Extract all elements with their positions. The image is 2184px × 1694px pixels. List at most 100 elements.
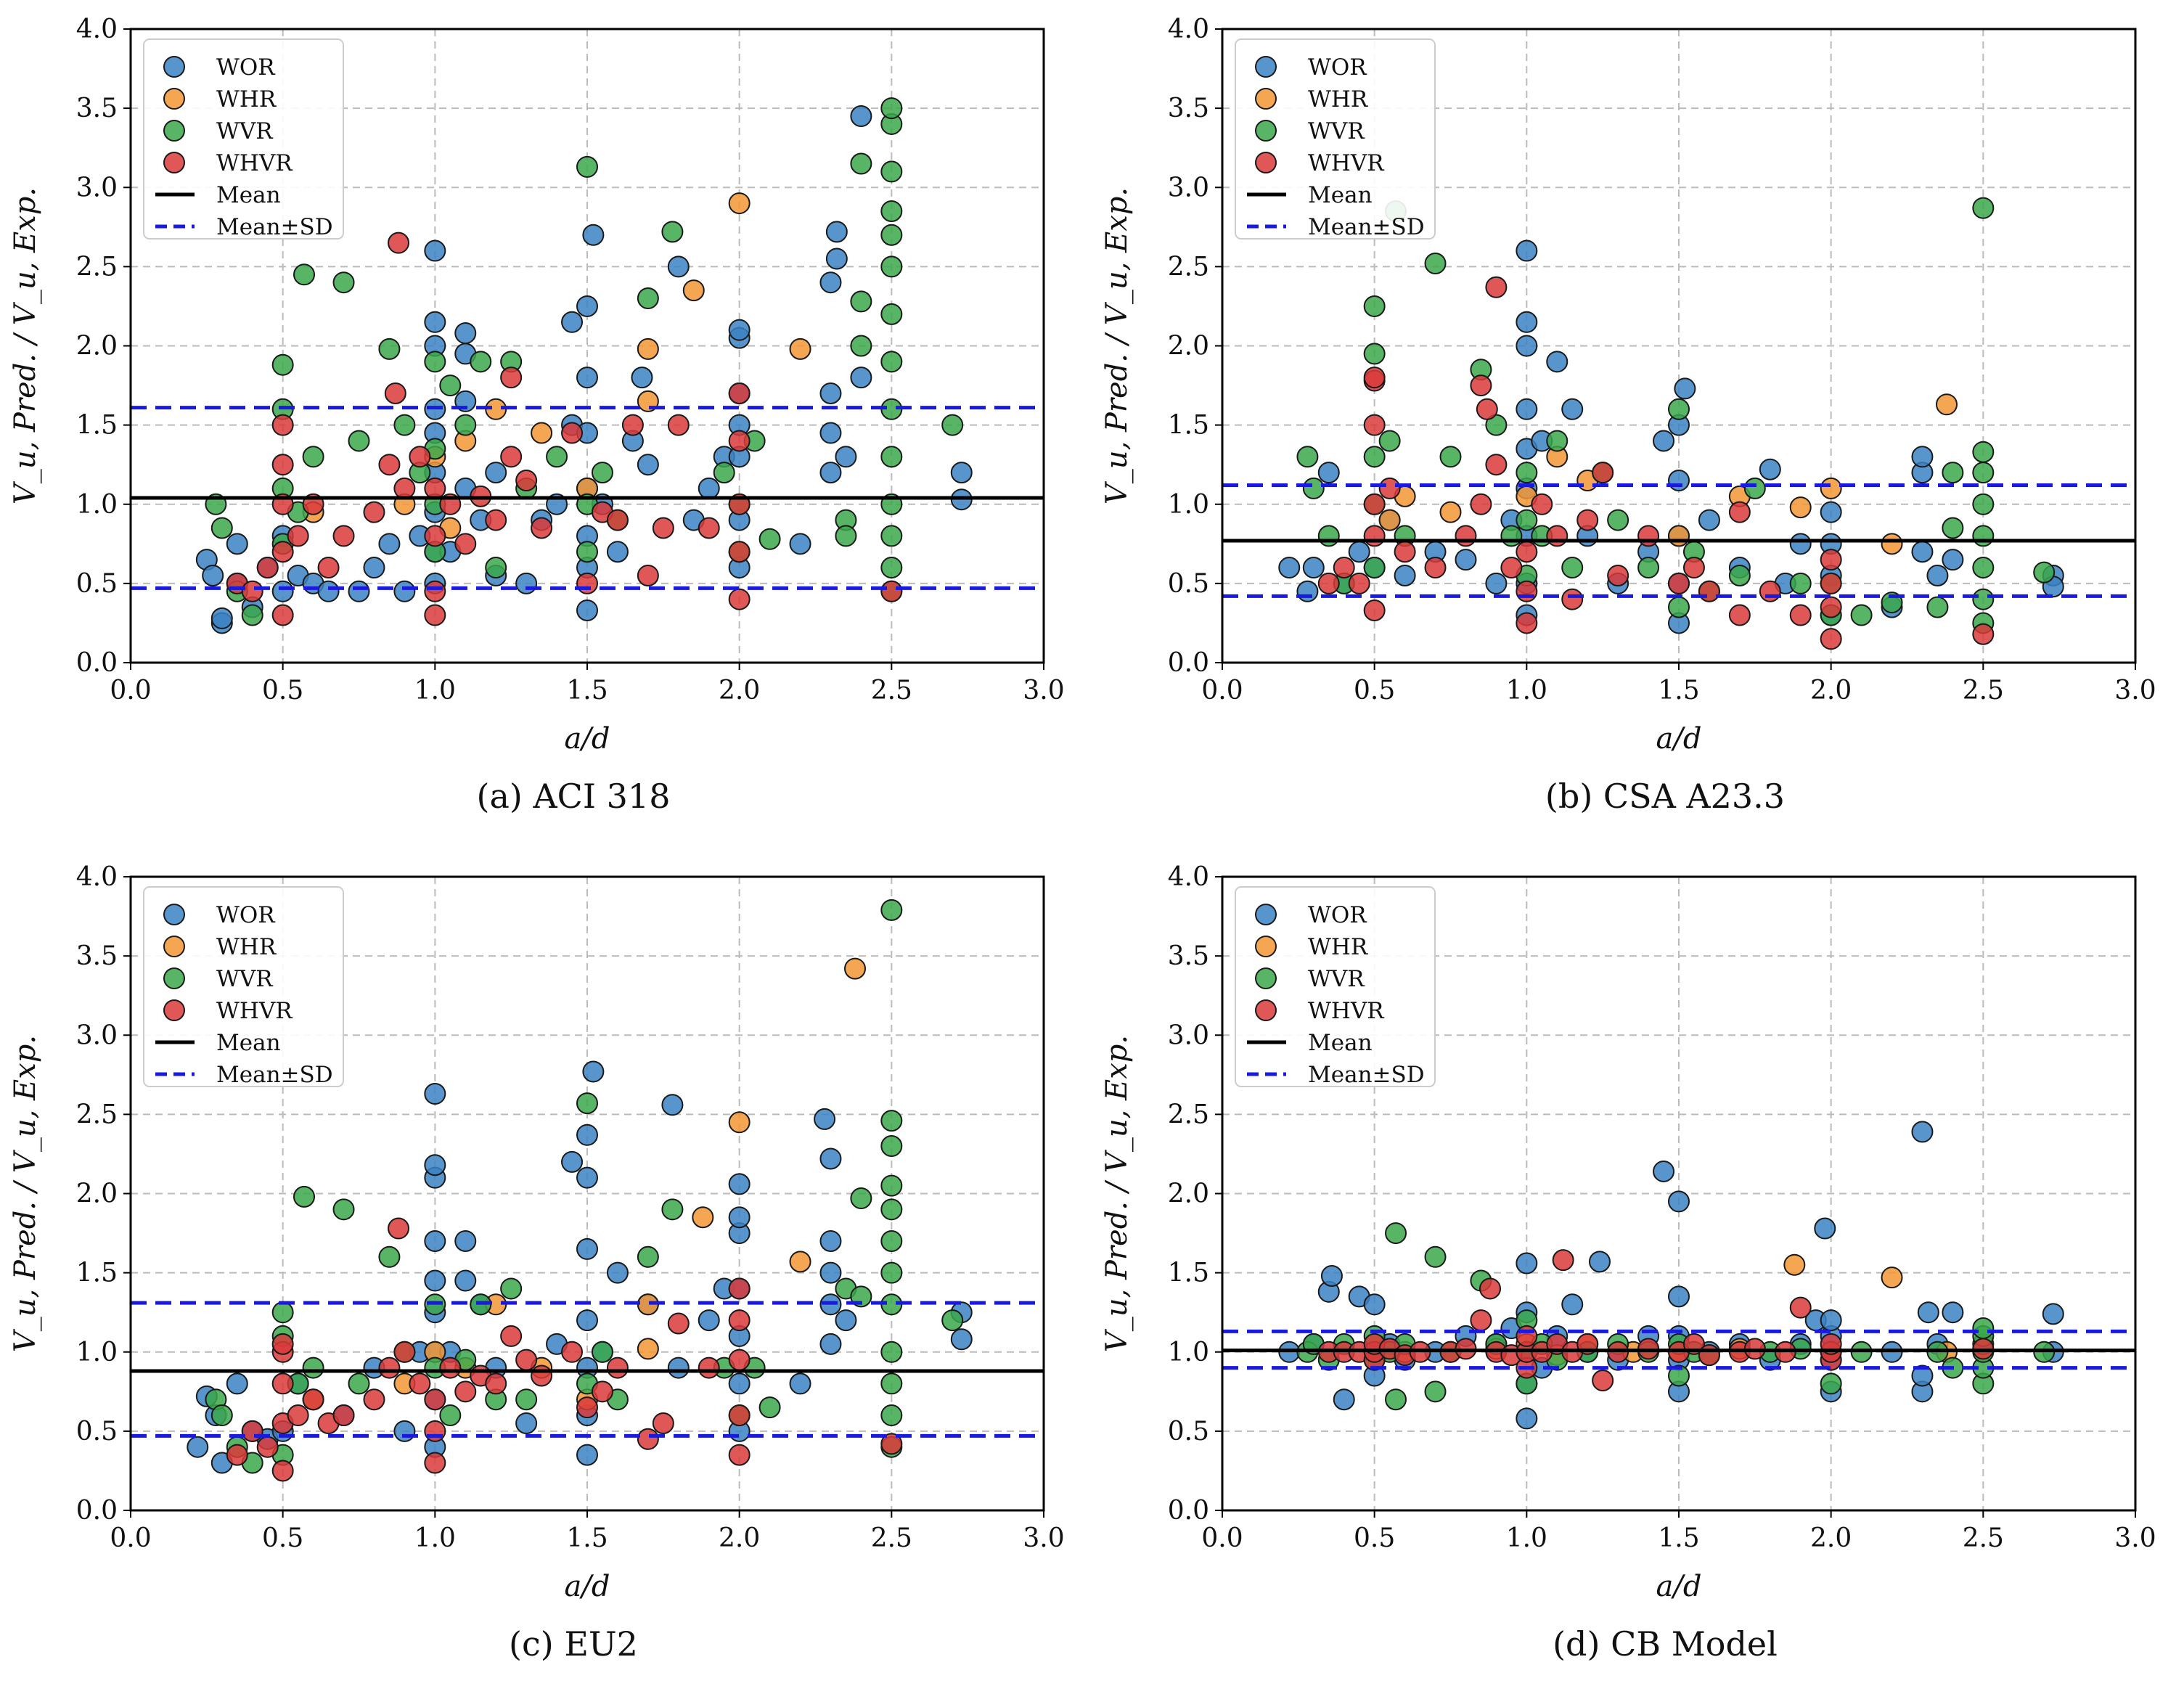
- data-point-wvr: [1385, 1222, 1407, 1245]
- legend-label: WVR: [216, 966, 274, 992]
- data-point-wvr: [1743, 477, 1766, 499]
- x-tick-label: 2.5: [871, 676, 912, 705]
- data-point-wvr: [1363, 343, 1386, 365]
- legend-marker-whr: [1255, 936, 1277, 957]
- data-point-whvr: [561, 422, 584, 444]
- data-point-wor: [667, 255, 690, 278]
- data-point-wvr: [880, 351, 903, 373]
- data-point-wor: [835, 1309, 857, 1332]
- data-point-wor: [819, 1333, 842, 1355]
- data-point-whvr: [1576, 509, 1599, 531]
- y-tick-label: 0.5: [76, 1417, 118, 1447]
- legend-box: [1235, 886, 1436, 1087]
- data-point-whvr: [880, 580, 903, 602]
- data-point-wvr: [880, 97, 903, 120]
- y-tick-label: 3.5: [1168, 94, 1209, 123]
- x-tick-label: 3.0: [1023, 1523, 1064, 1553]
- panel-b: 0.0 0.5 1.0 1.5 2.0 2.5 3.0 0.0 0.5 1.0 1.5 2.0 2.5 3…: [1092, 0, 2184, 846]
- data-point-wor: [1789, 533, 1812, 555]
- data-point-wor: [819, 1147, 842, 1170]
- data-point-whvr: [271, 414, 294, 436]
- y-tick-label: 0.0: [1168, 1496, 1209, 1526]
- data-point-wor: [1820, 501, 1842, 523]
- data-point-wor: [1296, 580, 1319, 602]
- data-point-whvr: [485, 1372, 507, 1395]
- x-tick-label: 1.5: [1658, 1523, 1699, 1553]
- legend-label: WOR: [1308, 54, 1367, 81]
- panel-c: 0.0 0.5 1.0 1.5 2.0 2.5 3.0 0.0 0.5 1.0 1.5 2.0 2.5 3…: [0, 848, 1092, 1694]
- data-point-wvr: [880, 255, 903, 278]
- data-point-whvr: [500, 367, 523, 389]
- legend-marker-whr: [163, 88, 185, 110]
- data-point-whvr: [637, 1428, 659, 1450]
- data-point-wvr: [1363, 557, 1386, 579]
- data-point-wor: [698, 477, 720, 499]
- y-tick-label: 2.0: [76, 332, 118, 361]
- legend-label: WVR: [1308, 966, 1365, 992]
- data-point-wvr: [439, 375, 462, 397]
- legend-marker-whvr: [1255, 152, 1277, 173]
- y-tick-label: 1.5: [1168, 1259, 1209, 1288]
- data-point-wvr: [880, 446, 903, 468]
- data-point-whvr: [271, 541, 294, 563]
- y-tick-label: 0.5: [76, 569, 118, 599]
- data-point-whr: [1439, 501, 1462, 523]
- data-point-wor: [271, 580, 294, 602]
- data-point-wvr: [1789, 572, 1812, 594]
- data-point-whvr: [1479, 1277, 1502, 1300]
- data-point-wor: [1516, 311, 1538, 333]
- data-point-wvr: [1378, 430, 1401, 452]
- data-point-wvr: [1972, 197, 1995, 219]
- data-point-whvr: [652, 517, 674, 539]
- data-point-wor: [1653, 1160, 1675, 1182]
- legend-marker-whvr: [163, 152, 185, 173]
- data-point-whvr: [1820, 596, 1842, 618]
- y-tick-label: 1.5: [76, 411, 118, 441]
- data-point-whr: [531, 422, 553, 444]
- data-point-wvr: [1972, 493, 1995, 515]
- data-point-wor: [576, 367, 598, 389]
- data-point-wor: [819, 1229, 842, 1252]
- y-tick-label: 3.5: [76, 941, 118, 971]
- data-point-wvr: [1972, 557, 1995, 579]
- data-point-wvr: [850, 335, 872, 357]
- data-point-wvr: [293, 1185, 316, 1208]
- data-point-wor: [1653, 430, 1675, 452]
- y-tick-label: 3.5: [76, 94, 118, 123]
- data-point-wor: [187, 1436, 209, 1458]
- data-point-wor: [1698, 509, 1720, 531]
- data-point-whvr: [439, 1357, 462, 1379]
- data-point-whvr: [424, 1388, 446, 1411]
- data-point-wor: [850, 105, 872, 128]
- data-point-whvr: [424, 580, 446, 602]
- data-point-wor: [1317, 462, 1340, 484]
- data-point-wvr: [332, 1198, 355, 1221]
- series-whvr: [226, 1217, 903, 1482]
- legend-label: WHVR: [1308, 150, 1385, 176]
- data-point-whvr: [1789, 604, 1812, 626]
- chart-b-svg: 0.0 0.5 1.0 1.5 2.0 2.5 3.0 0.0 0.5 1.0 1.5 2.0 2.5 3…: [1100, 15, 2156, 756]
- data-point-wor: [950, 462, 973, 484]
- legend-box: [1235, 38, 1436, 240]
- data-point-wor: [363, 557, 385, 579]
- data-point-wvr: [1424, 1380, 1447, 1403]
- legend-label: WVR: [1308, 118, 1365, 144]
- data-point-whvr: [1500, 557, 1523, 579]
- data-point-whvr: [561, 1341, 584, 1363]
- y-tick-label: 3.0: [1168, 173, 1209, 202]
- data-point-whvr: [728, 1309, 751, 1332]
- data-point-wvr: [576, 1092, 598, 1115]
- data-point-wvr: [470, 351, 492, 373]
- data-point-wvr: [1972, 441, 1995, 463]
- data-point-wor: [576, 1444, 598, 1466]
- data-point-wor: [454, 1269, 477, 1292]
- data-point-wvr: [1942, 462, 1964, 484]
- data-point-whvr: [728, 382, 751, 404]
- y-tick-label: 0.0: [76, 648, 118, 678]
- data-point-whvr: [1516, 612, 1538, 634]
- data-point-wor: [561, 311, 584, 333]
- data-point-whr: [637, 1338, 659, 1360]
- data-point-whvr: [531, 517, 553, 539]
- data-point-whvr: [241, 580, 263, 602]
- data-point-wor: [424, 1269, 446, 1292]
